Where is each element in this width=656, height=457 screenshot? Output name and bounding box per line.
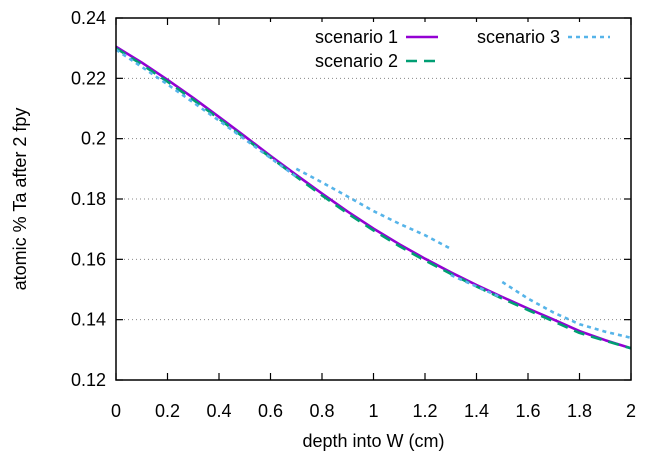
y-tick-label: 0.24 (71, 8, 106, 28)
y-tick-label: 0.16 (71, 249, 106, 269)
y-tick-label: 0.22 (71, 68, 106, 88)
x-tick-label: 1.2 (412, 401, 437, 421)
legend-background (262, 22, 628, 74)
x-tick-label: 1.4 (464, 401, 489, 421)
x-tick-label: 0.2 (155, 401, 180, 421)
y-tick-label: 0.18 (71, 189, 106, 209)
series-line-scenario-3 (501, 280, 632, 340)
series-lines (115, 45, 632, 350)
legend-label: scenario 1 (315, 27, 398, 47)
series-line-scenario-1 (115, 45, 632, 350)
legend-label: scenario 3 (477, 27, 560, 47)
grid-lines (116, 77, 631, 321)
x-tick-label: 0.4 (206, 401, 231, 421)
legend: scenario 1 scenario 2 scenario 3 (262, 22, 628, 74)
x-tick-label: 1 (368, 401, 378, 421)
series-line-scenario-2 (115, 47, 632, 350)
x-tick-label: 2 (626, 401, 636, 421)
y-tick-label: 0.14 (71, 310, 106, 330)
series-line-scenario-3 (450, 273, 503, 300)
y-axis-label: atomic % Ta after 2 fpy (10, 108, 30, 291)
y-tick-label: 0.12 (71, 370, 106, 390)
x-tick-label: 1.6 (515, 401, 540, 421)
axis-ticks: 0.12 0.14 0.16 0.18 0.2 0.22 0.24 0 0.2 0.4 0.6 0.8… (71, 8, 636, 421)
x-tick-label: 0 (111, 401, 121, 421)
x-tick-label: 1.8 (567, 401, 592, 421)
y-tick-label: 0.2 (81, 129, 106, 149)
legend-label: scenario 2 (315, 51, 398, 71)
x-axis-label: depth into W (cm) (302, 431, 444, 451)
x-tick-label: 0.6 (258, 401, 283, 421)
x-tick-label: 0.8 (309, 401, 334, 421)
series-line-scenario-3 (295, 167, 452, 250)
